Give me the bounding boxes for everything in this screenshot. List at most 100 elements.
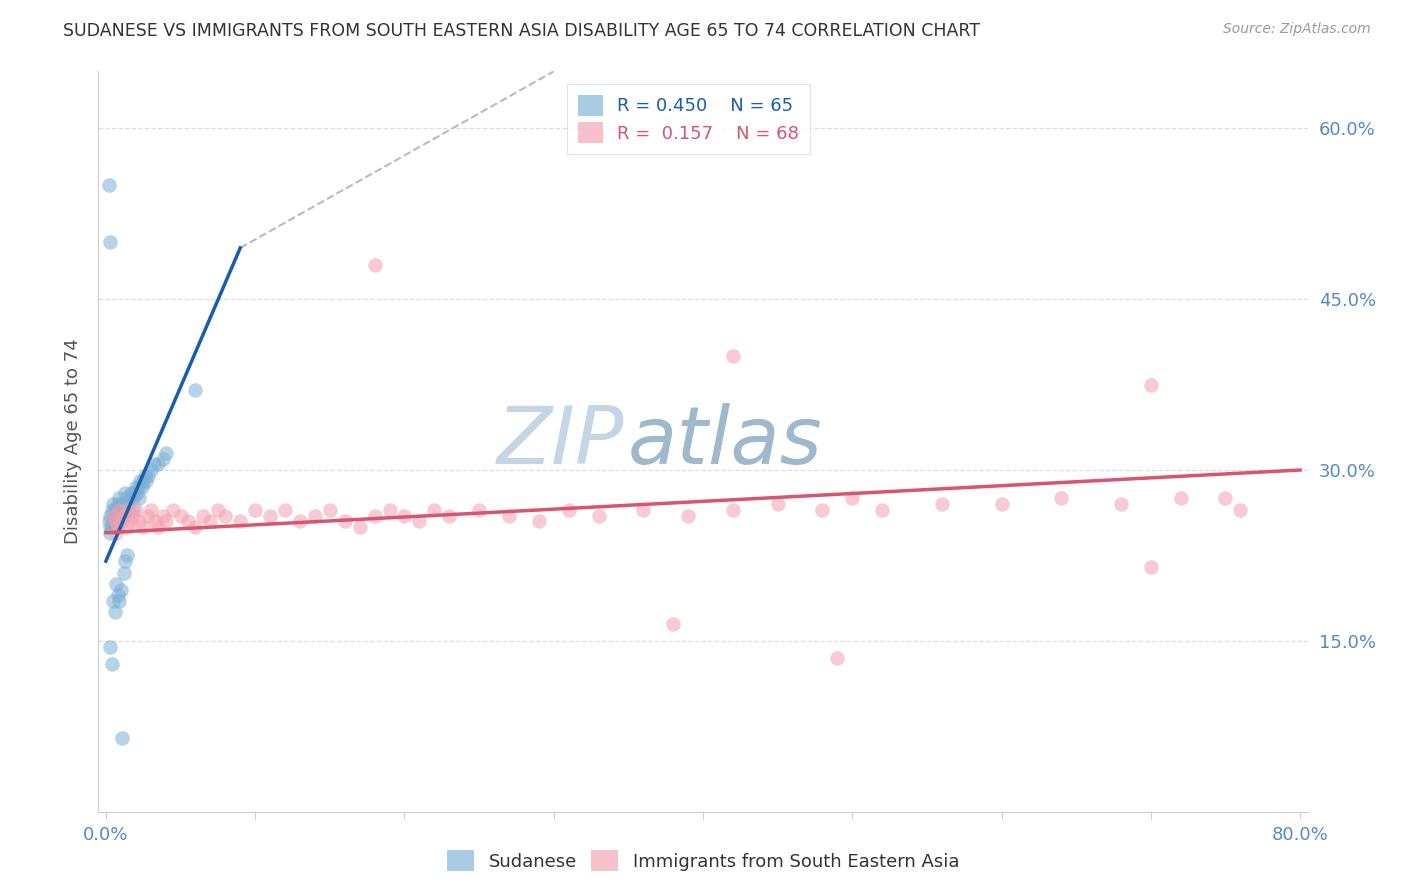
Point [162, 503, 184, 517]
Point [98, 520, 121, 534]
Point [121, 491, 143, 506]
Point [111, 731, 134, 745]
Point [349, 520, 371, 534]
Point [121, 508, 143, 523]
Point [98, 508, 121, 523]
Point [104, 514, 127, 528]
Point [103, 594, 125, 608]
Point [103, 514, 125, 528]
Point [112, 508, 135, 523]
Point [112, 508, 135, 523]
Point [155, 446, 177, 460]
Point [98, 640, 121, 654]
Point [115, 549, 138, 563]
Point [104, 503, 127, 517]
Point [107, 497, 129, 511]
Point [841, 491, 863, 506]
Point [468, 503, 491, 517]
Point [107, 514, 129, 528]
Point [200, 514, 222, 528]
Legend: Sudanese, Immigrants from South Eastern Asia: Sudanese, Immigrants from South Eastern … [440, 843, 966, 879]
Point [152, 451, 174, 466]
Point [333, 514, 356, 528]
Point [105, 514, 128, 528]
Point [1170, 491, 1192, 506]
Point [117, 497, 139, 511]
Point [527, 514, 550, 528]
Point [363, 258, 385, 272]
Point [112, 497, 135, 511]
Text: Source: ZipAtlas.com: Source: ZipAtlas.com [1223, 22, 1371, 37]
Point [588, 508, 610, 523]
Point [131, 480, 153, 494]
Point [97, 178, 120, 193]
Point [104, 514, 127, 528]
Point [184, 384, 207, 398]
Point [125, 503, 148, 517]
Point [378, 503, 401, 517]
Point [931, 497, 953, 511]
Point [105, 525, 128, 540]
Point [319, 503, 342, 517]
Point [105, 577, 128, 591]
Point [117, 503, 139, 517]
Point [127, 485, 149, 500]
Point [101, 520, 124, 534]
Point [363, 508, 385, 523]
Point [139, 503, 162, 517]
Point [114, 485, 136, 500]
Point [827, 651, 849, 665]
Point [105, 508, 128, 523]
Point [557, 503, 579, 517]
Point [98, 235, 121, 250]
Point [274, 503, 297, 517]
Point [811, 503, 834, 517]
Point [423, 503, 446, 517]
Point [115, 520, 138, 534]
Point [721, 503, 744, 517]
Point [304, 508, 326, 523]
Point [128, 491, 150, 506]
Point [108, 503, 131, 517]
Point [184, 520, 207, 534]
Point [207, 503, 229, 517]
Point [103, 508, 125, 523]
Point [118, 491, 141, 506]
Point [191, 508, 214, 523]
Point [1140, 377, 1163, 392]
Point [110, 514, 132, 528]
Point [110, 582, 132, 597]
Point [633, 503, 655, 517]
Point [132, 475, 155, 489]
Point [146, 458, 169, 472]
Legend: R = 0.450    N = 65, R =  0.157    N = 68: R = 0.450 N = 65, R = 0.157 N = 68 [567, 84, 810, 153]
Point [108, 594, 131, 608]
Point [1109, 497, 1132, 511]
Point [152, 508, 174, 523]
Point [676, 508, 699, 523]
Point [103, 508, 125, 523]
Point [98, 525, 121, 540]
Point [117, 503, 139, 517]
Point [110, 497, 132, 511]
Point [128, 480, 150, 494]
Text: atlas: atlas [628, 402, 823, 481]
Point [110, 503, 132, 517]
Point [214, 508, 236, 523]
Point [990, 497, 1012, 511]
Text: ZIP: ZIP [498, 402, 624, 481]
Point [115, 491, 138, 506]
Point [101, 503, 124, 517]
Point [288, 514, 311, 528]
Point [101, 657, 124, 671]
Point [1229, 503, 1251, 517]
Text: SUDANESE VS IMMIGRANTS FROM SOUTH EASTERN ASIA DISABILITY AGE 65 TO 74 CORRELATI: SUDANESE VS IMMIGRANTS FROM SOUTH EASTER… [63, 22, 980, 40]
Point [114, 554, 136, 568]
Point [122, 485, 145, 500]
Point [111, 514, 134, 528]
Point [155, 514, 177, 528]
Point [662, 616, 685, 631]
Point [1215, 491, 1237, 506]
Point [108, 491, 131, 506]
Point [408, 514, 430, 528]
